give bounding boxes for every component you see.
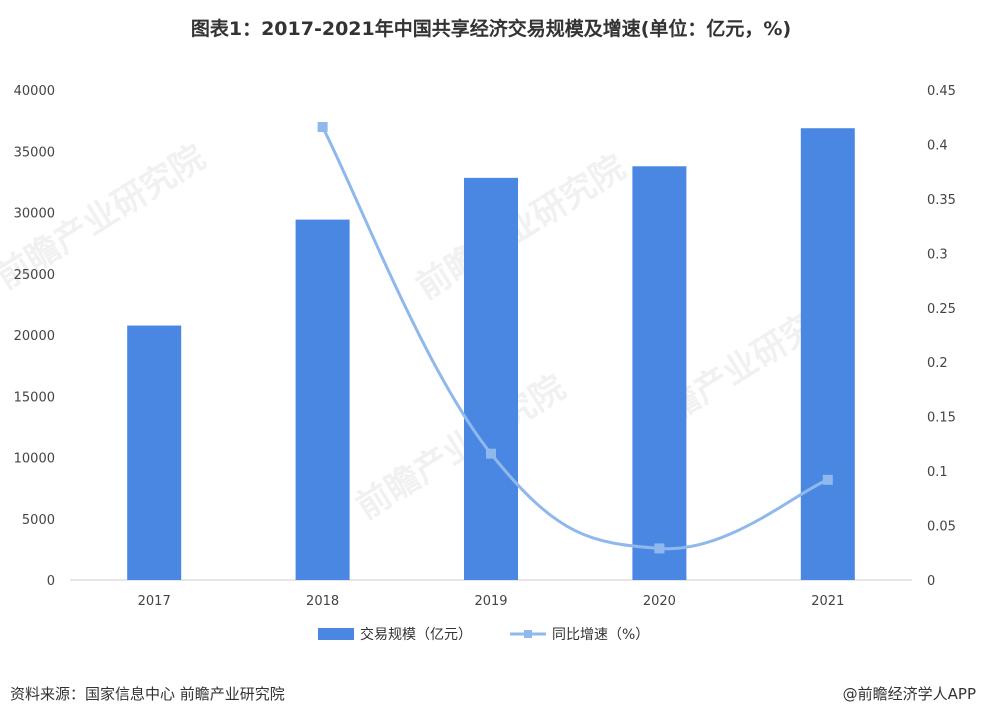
- legend-bar-swatch: [318, 628, 354, 640]
- x-tick-label: 2021: [811, 594, 844, 609]
- right-tick-label: 0: [927, 574, 935, 589]
- x-tick-label: 2020: [643, 594, 676, 609]
- line-series: [317, 122, 833, 554]
- line-point-2018: [317, 122, 328, 133]
- bar-2017: [127, 325, 182, 580]
- source-note: 资料来源：国家信息中心 前瞻产业研究院: [10, 685, 285, 703]
- right-tick-label: 0.15: [927, 411, 956, 426]
- left-tick-label: 25000: [14, 268, 55, 283]
- left-tick-label: 40000: [14, 84, 55, 99]
- bar-series: [127, 128, 855, 581]
- line-point-2020: [654, 543, 665, 554]
- x-axis-ticks: 2017 2018 2019 2020 2021: [138, 594, 845, 609]
- legend: 交易规模（亿元） 同比增速（%）: [318, 626, 649, 643]
- chart-area: 0 5000 10000 15000 20000 25000 30000 35000 40000…: [14, 84, 956, 643]
- legend-line-marker: [524, 630, 532, 638]
- line-point-2021: [822, 474, 833, 485]
- x-tick-label: 2018: [306, 594, 339, 609]
- bar-2020: [632, 166, 687, 580]
- brand-note: @前瞻经济学人APP: [842, 685, 976, 703]
- left-tick-label: 5000: [22, 513, 55, 528]
- left-tick-label: 30000: [14, 207, 55, 222]
- left-tick-label: 0: [47, 574, 55, 589]
- right-tick-label: 0.4: [927, 138, 948, 153]
- right-tick-label: 0.3: [927, 247, 948, 262]
- right-tick-label: 0.45: [927, 84, 956, 99]
- legend-bar-label: 交易规模（亿元）: [360, 626, 472, 643]
- left-axis-ticks: 0 5000 10000 15000 20000 25000 30000 35000 40000: [14, 84, 55, 589]
- left-tick-label: 35000: [14, 145, 55, 160]
- right-axis-ticks: 0 0.05 0.1 0.15 0.2 0.25 0.3 0.35 0.4 0.45: [927, 84, 956, 589]
- legend-line-label: 同比增速（%）: [552, 627, 649, 643]
- line-point-2019: [486, 448, 496, 459]
- chart-title: 图表1：2017-2021年中国共享经济交易规模及增速(单位：亿元，%): [190, 18, 792, 40]
- bar-2019: [464, 177, 518, 580]
- growth-line: [321, 126, 829, 551]
- bar-2021: [800, 128, 855, 580]
- x-tick-label: 2017: [138, 594, 171, 609]
- right-tick-label: 0.1: [927, 465, 948, 480]
- bar-2018: [295, 219, 350, 581]
- right-tick-label: 0.25: [927, 302, 956, 317]
- right-tick-label: 0.35: [927, 193, 956, 208]
- right-tick-label: 0.05: [927, 520, 956, 535]
- left-tick-label: 15000: [14, 390, 55, 405]
- left-tick-label: 10000: [14, 452, 55, 467]
- x-tick-label: 2019: [474, 594, 507, 609]
- right-tick-label: 0.2: [927, 356, 948, 371]
- left-tick-label: 20000: [14, 329, 55, 344]
